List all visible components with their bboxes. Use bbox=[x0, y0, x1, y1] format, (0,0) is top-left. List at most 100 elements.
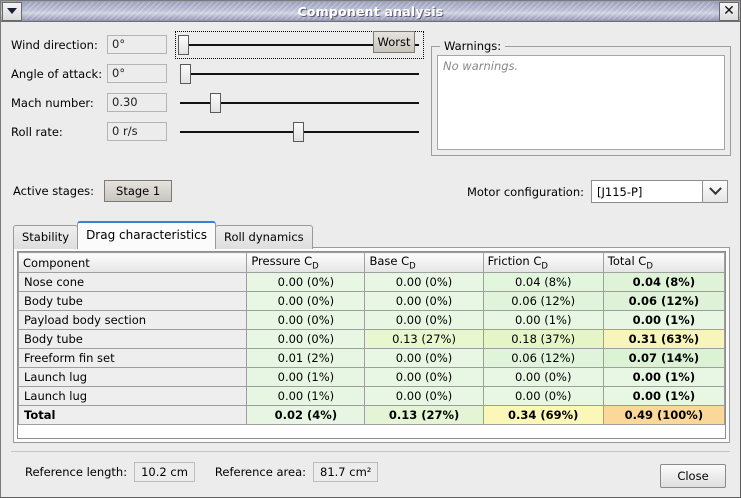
cell-component: Payload body section bbox=[18, 310, 248, 331]
wind-direction-label: Wind direction: bbox=[11, 37, 98, 52]
drag-characteristics-panel: Component Pressure CD Base CD Friction C… bbox=[13, 247, 730, 443]
window-menu-button[interactable] bbox=[2, 1, 22, 21]
column-header-pressure-cd[interactable]: Pressure CD bbox=[246, 252, 366, 274]
cell-pressure: 0.02 (4%) bbox=[246, 405, 366, 426]
slider-knob[interactable] bbox=[180, 63, 191, 84]
window-menu-triangle-icon bbox=[7, 8, 17, 14]
wind-direction-value[interactable]: 0° bbox=[107, 35, 167, 54]
cell-friction: 0.34 (69%) bbox=[482, 405, 604, 426]
cell-friction: 0.18 (37%) bbox=[482, 329, 604, 350]
cell-component: Launch lug bbox=[18, 386, 248, 407]
cell-pressure: 0.00 (0%) bbox=[246, 272, 366, 293]
cell-component: Nose cone bbox=[18, 272, 248, 293]
slider-track bbox=[180, 72, 419, 75]
cell-friction: 0.06 (12%) bbox=[482, 348, 604, 369]
warnings-legend: Warnings: bbox=[440, 39, 506, 53]
tab-bar: Stability Drag characteristics Roll dyna… bbox=[13, 221, 313, 249]
motor-configuration-value: [J115-P] bbox=[597, 184, 643, 199]
reference-length-value: 10.2 cm bbox=[134, 462, 195, 482]
active-stages-row: Active stages: Stage 1 bbox=[13, 180, 173, 202]
param-row-angle-of-attack: Angle of attack: 0° bbox=[11, 59, 423, 88]
close-window-button[interactable]: ✕ bbox=[719, 1, 739, 21]
cell-component: Body tube bbox=[18, 291, 248, 312]
cell-total: 0.06 (12%) bbox=[602, 291, 725, 312]
tab-stability[interactable]: Stability bbox=[13, 225, 79, 249]
table-row[interactable]: Launch lug 0.00 (1%) 0.00 (0%) 0.00 (0%) 0.0… bbox=[18, 367, 725, 388]
table-body: Nose cone 0.00 (0%) 0.00 (0%) 0.04 (8%) 0.04… bbox=[18, 272, 725, 426]
table-row[interactable]: Body tube 0.00 (0%) 0.13 (27%) 0.18 (37%) 0.… bbox=[18, 329, 725, 350]
cell-component: Freeform fin set bbox=[18, 348, 248, 369]
cell-pressure: 0.00 (0%) bbox=[246, 291, 366, 312]
tab-drag-characteristics[interactable]: Drag characteristics bbox=[77, 221, 216, 249]
cell-component: Body tube bbox=[18, 329, 248, 350]
page-title: Component analysis bbox=[297, 3, 444, 19]
table-row[interactable]: Body tube 0.00 (0%) 0.00 (0%) 0.06 (12%) 0.0… bbox=[18, 291, 725, 312]
tab-roll-dynamics[interactable]: Roll dynamics bbox=[214, 225, 313, 249]
motor-configuration-row: Motor configuration: [J115-P] bbox=[467, 180, 728, 203]
param-row-roll-rate: Roll rate: 0 r/s bbox=[11, 117, 423, 146]
cell-base: 0.00 (0%) bbox=[364, 291, 484, 312]
worst-button[interactable]: Worst bbox=[373, 31, 415, 53]
mach-number-label: Mach number: bbox=[11, 95, 94, 110]
slider-knob[interactable] bbox=[293, 121, 304, 142]
mach-number-value[interactable]: 0.30 bbox=[107, 93, 167, 112]
angle-of-attack-value[interactable]: 0° bbox=[107, 64, 167, 83]
cell-pressure: 0.00 (1%) bbox=[246, 386, 366, 407]
cell-friction: 0.00 (0%) bbox=[482, 367, 604, 388]
wind-direction-slider[interactable] bbox=[175, 30, 424, 59]
cell-friction: 0.00 (0%) bbox=[482, 386, 604, 407]
reference-area-value: 81.7 cm² bbox=[313, 462, 379, 482]
dialog-content: Wind direction: 0° Angle of attack: 0° M… bbox=[1, 22, 740, 498]
chevron-down-icon[interactable] bbox=[702, 181, 727, 202]
stage-1-button[interactable]: Stage 1 bbox=[104, 180, 173, 202]
cell-total: 0.49 (100%) bbox=[602, 405, 725, 426]
warnings-group: Warnings: No warnings. bbox=[431, 39, 731, 156]
cell-pressure: 0.01 (2%) bbox=[246, 348, 366, 369]
table-row[interactable]: Launch lug 0.00 (1%) 0.00 (0%) 0.00 (0%) 0.0… bbox=[18, 386, 725, 407]
warnings-text-area[interactable]: No warnings. bbox=[437, 55, 725, 150]
column-header-base-cd[interactable]: Base CD bbox=[364, 252, 484, 274]
roll-rate-value[interactable]: 0 r/s bbox=[107, 122, 167, 141]
cell-base: 0.00 (0%) bbox=[364, 272, 484, 293]
cell-friction: 0.00 (1%) bbox=[482, 310, 604, 331]
cell-pressure: 0.00 (1%) bbox=[246, 367, 366, 388]
cell-base: 0.00 (0%) bbox=[364, 310, 484, 331]
table-row[interactable]: Nose cone 0.00 (0%) 0.00 (0%) 0.04 (8%) 0.04… bbox=[18, 272, 725, 293]
active-stages-label: Active stages: bbox=[13, 184, 95, 198]
cell-total: 0.00 (1%) bbox=[602, 367, 725, 388]
table-row[interactable]: Payload body section 0.00 (0%) 0.00 (0%) 0.… bbox=[18, 310, 725, 331]
close-button[interactable]: Close bbox=[660, 464, 726, 488]
table-row[interactable]: Freeform fin set 0.01 (2%) 0.00 (0%) 0.06 (… bbox=[18, 348, 725, 369]
cell-friction: 0.04 (8%) bbox=[482, 272, 604, 293]
cell-component: Total bbox=[18, 405, 248, 426]
roll-rate-label: Roll rate: bbox=[11, 124, 63, 139]
motor-configuration-select[interactable]: [J115-P] bbox=[591, 180, 728, 203]
column-header-component[interactable]: Component bbox=[18, 252, 248, 274]
table-total-row[interactable]: Total 0.02 (4%) 0.13 (27%) 0.34 (69%) 0.49 (… bbox=[18, 405, 725, 426]
reference-area-label: Reference area: bbox=[214, 465, 306, 479]
cell-base: 0.00 (0%) bbox=[364, 367, 484, 388]
angle-of-attack-label: Angle of attack: bbox=[11, 66, 103, 81]
reference-row: Reference length: 10.2 cm Reference area… bbox=[25, 462, 398, 482]
cell-base: 0.13 (27%) bbox=[364, 329, 484, 350]
param-row-mach-number: Mach number: 0.30 bbox=[11, 88, 423, 117]
mach-number-slider[interactable] bbox=[176, 90, 423, 116]
cell-pressure: 0.00 (0%) bbox=[246, 310, 366, 331]
parameters-panel: Wind direction: 0° Angle of attack: 0° M… bbox=[11, 30, 424, 146]
angle-of-attack-slider[interactable] bbox=[176, 61, 423, 87]
column-header-friction-cd[interactable]: Friction CD bbox=[482, 252, 604, 274]
cell-total: 0.04 (8%) bbox=[602, 272, 725, 293]
column-header-total-cd[interactable]: Total CD bbox=[602, 252, 725, 274]
title-bar: Component analysis ✕ bbox=[1, 1, 740, 22]
close-x-icon: ✕ bbox=[723, 3, 735, 19]
slider-knob[interactable] bbox=[210, 92, 221, 113]
cell-friction: 0.06 (12%) bbox=[482, 291, 604, 312]
cell-total: 0.00 (1%) bbox=[602, 386, 725, 407]
roll-rate-slider[interactable] bbox=[176, 119, 423, 145]
slider-knob[interactable] bbox=[178, 34, 189, 55]
bottom-divider bbox=[11, 451, 730, 452]
cell-total: 0.07 (14%) bbox=[602, 348, 725, 369]
cell-pressure: 0.00 (0%) bbox=[246, 329, 366, 350]
cell-base: 0.13 (27%) bbox=[364, 405, 484, 426]
